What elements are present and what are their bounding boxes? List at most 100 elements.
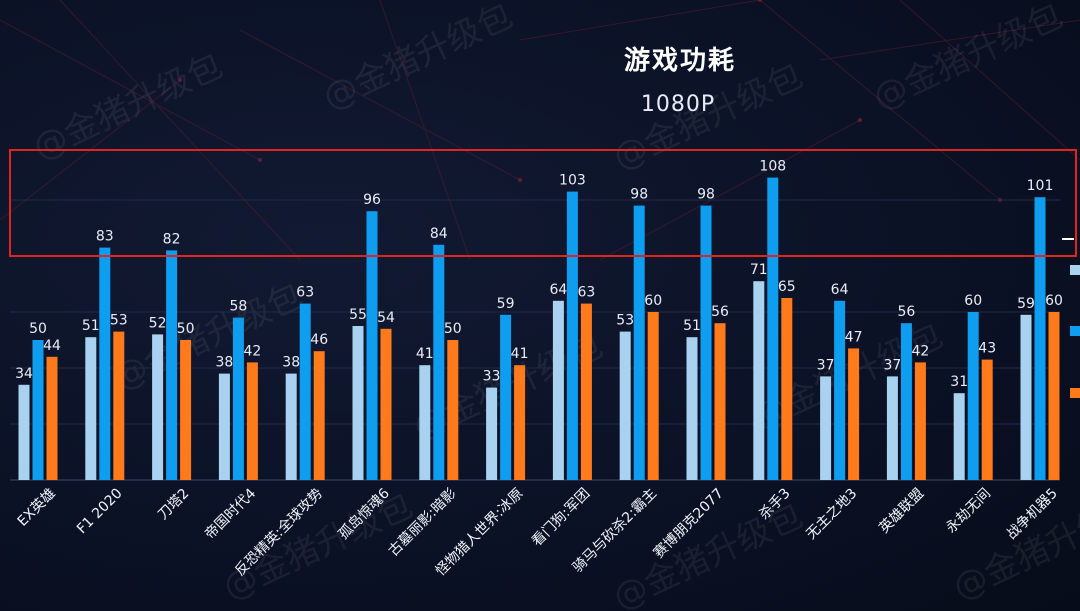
bar-series-2-4 [299,303,311,480]
data-label-series-1-15: 59 [1017,296,1035,312]
data-label-series-1-3: 38 [215,355,233,371]
bar-series-3-10 [714,323,726,480]
bar-series-2-12 [834,300,846,480]
category-label-12: 无主之地3 [803,486,860,543]
bar-series-2-1 [99,247,111,480]
bar-series-2-6 [433,244,445,480]
data-label-series-2-1: 83 [96,229,114,245]
bar-series-1-2 [152,334,164,480]
bar-series-3-0 [46,356,58,480]
category-label-2: 刀塔2 [155,486,192,523]
data-label-series-2-5: 96 [363,192,381,208]
bar-series-2-15 [1034,197,1046,480]
data-label-series-3-15: 60 [1045,293,1063,309]
data-label-series-3-12: 47 [845,329,863,345]
category-label-11: 杀手3 [756,486,793,523]
bar-series-1-10 [686,337,698,480]
data-label-series-3-3: 42 [243,343,261,359]
bar-series-2-14 [967,312,979,480]
data-label-series-2-8: 103 [559,173,586,189]
category-label-8: 看门狗:军团 [529,486,593,550]
data-label-series-1-13: 37 [883,357,901,373]
data-label-series-2-13: 56 [897,304,915,320]
bar-series-3-1 [113,331,125,480]
data-label-series-1-7: 33 [483,369,501,385]
data-label-series-3-0: 44 [43,338,61,354]
category-label-14: 永劫无间 [943,486,994,537]
legend-dash [1062,238,1074,240]
data-label-series-1-10: 51 [683,318,701,334]
category-label-3: 帝国时代4 [202,485,259,542]
bar-series-1-4 [285,373,297,480]
data-label-series-2-11: 108 [759,159,786,175]
chart-title: 游戏功耗 [623,46,736,76]
bar-series-3-4 [313,351,325,480]
data-label-series-2-0: 50 [29,321,47,337]
data-label-series-1-5: 55 [349,307,367,323]
category-label-0: EX英雄 [14,485,59,530]
data-label-series-1-9: 53 [616,313,634,329]
bar-series-3-13 [914,362,926,480]
data-label-series-3-11: 65 [778,279,796,295]
data-label-series-3-14: 43 [978,341,996,357]
data-label-series-2-7: 59 [497,296,515,312]
category-label-5: 孤岛惊魂6 [336,485,393,542]
data-label-series-3-4: 46 [310,332,328,348]
category-label-1: F1 2020 [74,486,126,538]
bar-series-3-2 [180,340,192,480]
data-label-series-1-12: 37 [817,357,835,373]
bar-series-1-6 [419,365,431,480]
bar-series-3-3 [246,362,258,480]
bar-series-2-8 [566,191,578,480]
highlight-box [9,149,1077,257]
bar-series-1-7 [486,387,498,480]
bar-series-2-11 [767,177,779,480]
bar-series-3-7 [514,365,526,480]
data-label-series-1-1: 51 [82,318,100,334]
data-label-series-2-4: 63 [296,285,314,301]
data-label-series-2-3: 58 [229,299,247,315]
data-label-series-3-10: 56 [711,304,729,320]
bar-series-2-13 [900,323,912,480]
data-label-series-2-6: 84 [430,226,448,242]
bar-series-1-0 [18,384,30,480]
bar-series-3-12 [848,348,860,480]
data-label-series-2-15: 101 [1027,178,1054,194]
data-label-series-1-4: 38 [282,355,300,371]
bar-series-3-6 [447,340,459,480]
bar-series-1-13 [886,376,898,480]
bar-series-1-5 [352,326,364,480]
bar-series-1-12 [820,376,832,480]
bar-series-1-11 [753,281,765,480]
bar-series-3-9 [647,312,659,480]
data-label-series-3-2: 50 [177,321,195,337]
data-label-series-1-11: 71 [750,262,768,278]
data-label-series-3-1: 53 [110,313,128,329]
data-label-series-1-8: 64 [549,282,567,298]
data-label-series-3-7: 41 [511,346,529,362]
bar-series-3-5 [380,328,392,480]
bar-series-1-1 [85,337,97,480]
data-label-series-3-5: 54 [377,310,395,326]
bar-series-3-15 [1048,312,1060,480]
legend-swatch-series-1 [1070,265,1080,275]
bar-series-2-2 [166,250,178,480]
data-label-series-1-0: 34 [15,366,33,382]
category-label-6: 古墓丽影:暗影 [386,486,460,560]
bar-series-3-8 [580,303,592,480]
data-label-series-2-12: 64 [831,282,849,298]
bar-series-1-9 [619,331,631,480]
data-label-series-3-6: 50 [444,321,462,337]
bar-series-1-8 [552,300,564,480]
data-label-series-2-14: 60 [964,293,982,309]
category-label-15: 战争机器5 [1004,486,1061,543]
legend-swatch-series-2 [1070,326,1080,336]
category-label-13: 英雄联盟 [876,485,928,537]
legend-swatch-series-3 [1070,388,1080,398]
bar-series-3-11 [781,298,793,480]
bar-series-2-7 [500,314,512,480]
bar-series-2-9 [633,205,645,480]
bar-series-1-15 [1020,314,1032,480]
data-label-series-1-14: 31 [950,374,968,390]
data-label-series-3-9: 60 [644,293,662,309]
